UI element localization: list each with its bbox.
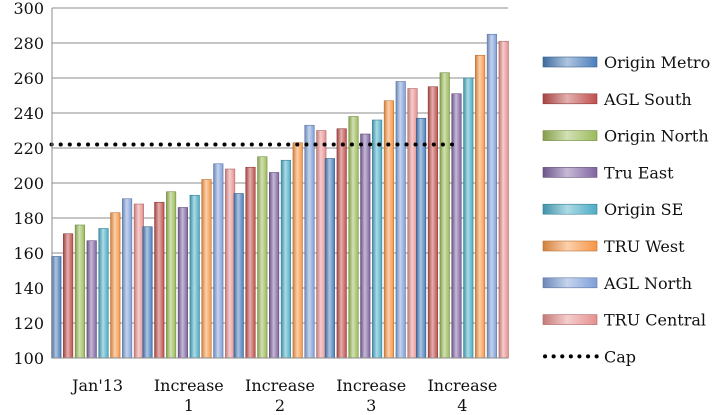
bar-tru-east [269, 172, 280, 359]
x-tick-label: Increase [336, 376, 406, 395]
y-tick-label: 120 [13, 314, 44, 333]
bar-tru-west [475, 54, 486, 359]
legend-swatch [542, 240, 598, 252]
legend-label: AGL South [603, 90, 692, 109]
bar-agl-north [395, 81, 406, 359]
y-tick-label: 140 [13, 279, 44, 298]
legend-swatch [542, 277, 598, 289]
y-tick-label: 300 [13, 0, 44, 18]
legend-swatch [542, 314, 598, 325]
bar-origin-se [280, 159, 291, 359]
y-tick-label: 260 [13, 69, 44, 88]
x-axis-tick-labels: Jan'13 Increase1Increase2Increase3Increas… [70, 376, 497, 415]
bar-agl-north [304, 124, 315, 359]
y-tick-label: 100 [13, 349, 44, 368]
bars [51, 33, 509, 359]
bar-origin-se [189, 194, 200, 359]
legend-label: Origin Metro [604, 53, 710, 72]
legend-swatch [542, 130, 598, 141]
y-tick-label: 160 [13, 244, 44, 263]
bar-agl-north [213, 163, 224, 359]
bar-origin-se [372, 119, 383, 359]
bar-origin-north [257, 156, 268, 359]
bar-tru-west [201, 179, 212, 359]
legend-label: Tru East [604, 163, 674, 182]
y-tick-label: 220 [13, 139, 44, 158]
bar-tru-central [225, 168, 236, 359]
bar-tru-central [498, 40, 509, 359]
x-tick-label: 4 [457, 396, 467, 415]
x-tick-label: Increase [245, 376, 315, 395]
y-tick-label: 280 [13, 34, 44, 53]
x-tick-label: 2 [275, 396, 285, 415]
bar-origin-metro [416, 117, 427, 359]
bar-agl-south [154, 201, 165, 359]
bar-origin-se [98, 228, 109, 359]
bar-tru-east [360, 133, 371, 359]
bar-agl-north [122, 198, 133, 359]
bar-origin-north [439, 72, 450, 359]
bar-origin-metro [233, 193, 244, 359]
bar-tru-west [292, 142, 303, 359]
y-tick-label: 240 [13, 104, 44, 123]
bar-tru-east [86, 240, 97, 359]
legend-label: TRU Central [604, 311, 706, 330]
bar-tru-west [383, 100, 394, 359]
bar-agl-south [336, 128, 347, 359]
bar-tru-east [177, 207, 188, 359]
bar-origin-metro [142, 226, 153, 359]
bar-tru-central [407, 88, 418, 359]
axes [51, 8, 508, 359]
legend-swatch [542, 167, 598, 178]
bar-tru-central [133, 203, 144, 359]
y-axis-tick-labels: 100 120 140 160 180 200 220 240 260 280 300 [13, 0, 44, 368]
bar-origin-north [166, 191, 177, 359]
x-tick-label: Jan'13 [70, 376, 123, 395]
bar-agl-south [245, 166, 256, 359]
x-tick-label: Increase [154, 376, 224, 395]
bar-tru-central [316, 130, 327, 359]
bar-agl-south [63, 233, 74, 359]
legend: Origin Metro AGL South Origin North Tru Eas… [542, 53, 710, 366]
bar-agl-south [427, 86, 438, 359]
bar-agl-north [486, 33, 497, 359]
bar-origin-metro [51, 256, 62, 359]
legend-swatch [542, 93, 598, 105]
bar-origin-north [74, 224, 85, 359]
x-tick-label: Increase [427, 376, 497, 395]
x-tick-label: 1 [184, 396, 194, 415]
legend-swatch [542, 203, 598, 215]
x-tick-label: 3 [366, 396, 376, 415]
bar-tru-west [110, 212, 121, 359]
bar-origin-north [348, 116, 359, 359]
gridlines [52, 7, 508, 359]
y-tick-label: 200 [13, 174, 44, 193]
bar-origin-metro [324, 158, 335, 359]
y-tick-label: 180 [13, 209, 44, 228]
bar-tru-east [451, 93, 462, 359]
legend-label: TRU West [604, 237, 685, 256]
legend-label: Cap [604, 347, 636, 366]
legend-swatch [542, 56, 598, 68]
legend-label: Origin North [604, 127, 709, 146]
bar-origin-se [463, 77, 474, 359]
legend-label: Origin SE [604, 200, 683, 219]
legend-label: AGL North [603, 274, 692, 293]
